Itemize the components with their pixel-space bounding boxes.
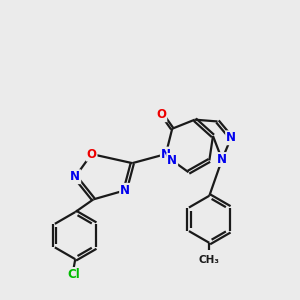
Text: N: N	[70, 170, 80, 183]
Text: Cl: Cl	[68, 268, 80, 281]
Text: N: N	[120, 184, 130, 197]
Text: O: O	[87, 148, 97, 160]
Text: N: N	[167, 154, 177, 167]
Text: CH₃: CH₃	[199, 255, 220, 265]
Text: N: N	[161, 148, 171, 160]
Text: N: N	[226, 131, 236, 144]
Text: N: N	[217, 153, 227, 166]
Text: O: O	[156, 108, 166, 121]
